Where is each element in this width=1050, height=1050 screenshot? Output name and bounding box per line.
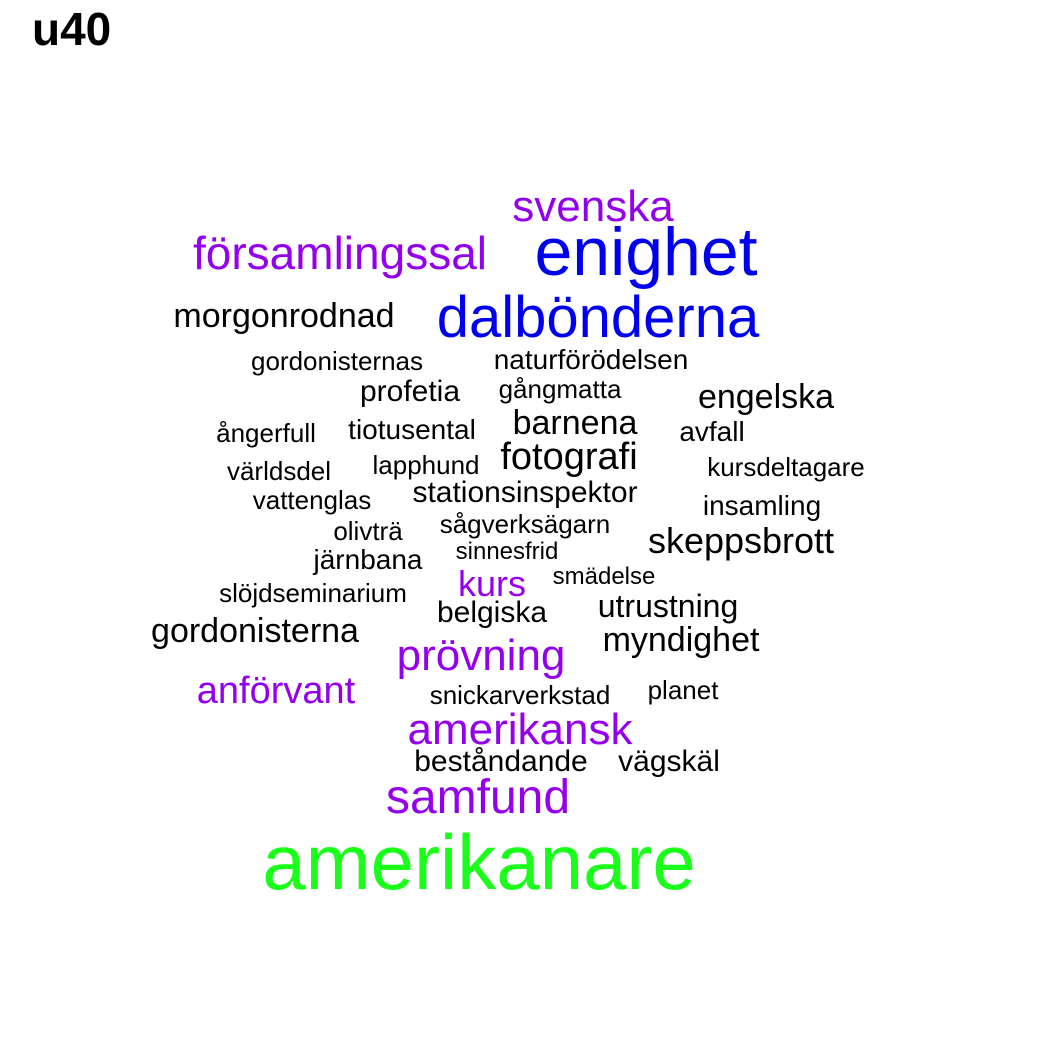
word-varldsdel: världsdel	[226, 456, 332, 486]
word-gordonisternas: gordonisternas	[251, 346, 423, 376]
word-slojdseminarium: slöjdseminarium	[219, 578, 407, 608]
word-angerfull: ångerfull	[216, 418, 316, 448]
word-barnena: barnena	[512, 404, 638, 442]
word-planet: planet	[647, 675, 719, 705]
word-engelska: engelska	[697, 378, 835, 416]
word-gangmatta: gångmatta	[498, 374, 622, 404]
word-myndighet: myndighet	[602, 621, 760, 659]
word-kursdeltagare: kursdeltagare	[707, 452, 865, 482]
word-gordonisterna: gordonisterna	[151, 612, 359, 650]
word-snickarverkstad: snickarverkstad	[429, 680, 611, 710]
word-profetia: profetia	[359, 375, 461, 408]
word-avfall: avfall	[679, 416, 745, 447]
word-vattenglas: vattenglas	[252, 485, 372, 515]
word-stationsinspektor: stationsinspektor	[412, 476, 638, 509]
word-provning: prövning	[396, 631, 566, 680]
page-title: u40	[32, 3, 112, 55]
word-enighet: enighet	[534, 214, 758, 290]
word-morgonrodnad: morgonrodnad	[173, 297, 395, 335]
word-fotografi: fotografi	[500, 436, 638, 478]
word-sinnesfrid: sinnesfrid	[455, 538, 559, 565]
word-samfund: samfund	[385, 771, 571, 824]
word-insamling: insamling	[702, 490, 822, 521]
word-tiotusental: tiotusental	[348, 414, 476, 445]
word-svenska: svenska	[512, 182, 674, 231]
word-anforvant: anförvant	[196, 670, 356, 712]
word-sagverksagarn: sågverksägarn	[439, 509, 611, 539]
word-jarnbana: järnbana	[313, 544, 423, 575]
word-lapphund: lapphund	[372, 450, 480, 480]
word-skeppsbrott: skeppsbrott	[647, 520, 835, 561]
word-amerikansk: amerikansk	[407, 705, 633, 754]
word-bestandande: beståndande	[414, 745, 588, 778]
word-naturforodelsen: naturförödelsen	[493, 344, 689, 375]
word-vagskal: vägskäl	[618, 745, 720, 778]
word-utrustning: utrustning	[597, 588, 739, 624]
word-amerikanare: amerikanare	[262, 818, 696, 906]
word-olivtra: olivträ	[333, 516, 403, 546]
word-forsamlingssal: församlingssal	[193, 227, 487, 279]
word-belgiska: belgiska	[436, 596, 548, 629]
word-smadelse: smädelse	[552, 563, 656, 590]
word-kurs: kurs	[457, 563, 527, 604]
word-dalbonderna: dalbönderna	[436, 285, 760, 350]
